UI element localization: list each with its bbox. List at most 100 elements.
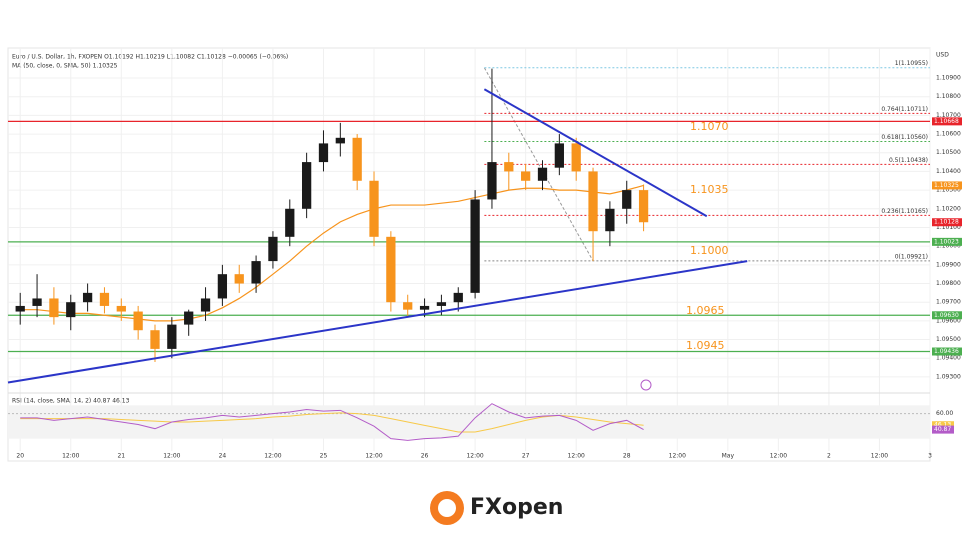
candle-body (453, 292, 463, 303)
x-tick-label: 26 (421, 453, 429, 460)
candle-body (99, 292, 110, 306)
candle-body (318, 143, 329, 163)
candle-body (436, 302, 447, 306)
y-tick-label: 1.10200 (936, 205, 961, 212)
y-tick-label: 1.10500 (936, 149, 961, 156)
x-tick-label: 12:00 (163, 453, 180, 460)
candle-body (335, 137, 345, 144)
candle-body (470, 199, 480, 293)
level-annotation: 1.1000 (690, 244, 729, 257)
logo-emblem-inner (438, 499, 456, 517)
y-tick-label: 1.10800 (936, 93, 961, 100)
price-badge (932, 218, 962, 227)
candle-body (537, 167, 548, 181)
x-tick-label: 12:00 (62, 453, 79, 460)
candle-body (571, 143, 581, 172)
candle-body (66, 302, 76, 318)
candle-body (588, 171, 598, 232)
candle-body (554, 143, 564, 168)
x-tick-label: 12:00 (568, 453, 585, 460)
price-badge (932, 347, 962, 356)
y-tick-label: 1.09700 (936, 299, 961, 306)
candle-body (352, 137, 362, 181)
y-tick-label: 1.10900 (936, 75, 961, 82)
y-tick-label: 1.10600 (936, 131, 961, 138)
candle-body (487, 162, 497, 200)
level-annotation: 1.0945 (686, 339, 725, 352)
ma-line (20, 184, 644, 322)
candle-body (251, 261, 261, 284)
price-badge-label: 1.09630 (934, 312, 959, 319)
price-badge (932, 181, 962, 190)
level-annotation: 1.1070 (690, 120, 729, 133)
fib-label: 1(1.10955) (895, 60, 928, 67)
candle-body (268, 236, 278, 262)
rsi-badge (932, 425, 954, 434)
price-badge-label: 1.09436 (934, 348, 959, 355)
y-tick-label: 1.10400 (936, 168, 961, 175)
fib-label: 0.236(1.10165) (881, 208, 928, 215)
rsi-band (8, 405, 930, 439)
x-tick-label: May (722, 453, 735, 460)
x-tick-label: 12:00 (669, 453, 686, 460)
x-tick-label: 24 (219, 453, 227, 460)
x-tick-label: 21 (117, 453, 125, 460)
y-tick-label: 1.10100 (936, 224, 961, 231)
y-tick-label: 1.09900 (936, 261, 961, 268)
x-tick-label: 3 (928, 453, 932, 460)
x-tick-label: 2 (827, 453, 831, 460)
candle-body (301, 162, 312, 209)
trendline (483, 88, 708, 218)
price-badge-label: 1.10325 (934, 182, 959, 189)
y-tick-label: 1.09500 (936, 336, 961, 343)
candle-body (403, 302, 413, 310)
candle-body (116, 305, 126, 312)
x-tick-label: 25 (320, 453, 328, 460)
rsi-badge (932, 421, 954, 430)
candle-body (82, 292, 93, 303)
price-badge-label: 1.10668 (934, 118, 959, 125)
candle-body (133, 311, 143, 331)
price-badge-label: 1.10128 (934, 219, 959, 226)
candle-body (419, 305, 430, 310)
rsi-line (20, 403, 644, 441)
candle-body (369, 180, 379, 237)
fib-label: 0.618(1.10560) (881, 134, 928, 141)
x-tick-label: 12:00 (264, 453, 281, 460)
price-badge-label: 1.10023 (934, 238, 959, 245)
ma-label: MA (50, close, 0, SMA, 50) 1.10325 (12, 63, 118, 70)
price-badge (932, 311, 962, 320)
candle-body (167, 324, 177, 349)
x-tick-label: 20 (16, 453, 24, 460)
rsi-badge-label: 40.87 (934, 426, 951, 433)
x-tick-label: 12:00 (770, 453, 787, 460)
x-tick-label: 12:00 (466, 453, 483, 460)
candle-body (184, 311, 194, 325)
candle-body (15, 305, 25, 312)
candle-body (32, 298, 42, 306)
candle-body (150, 330, 160, 349)
candle-body (217, 274, 228, 299)
rsi-ma-line (20, 412, 644, 433)
y-tick-label: 1.09600 (936, 317, 961, 324)
fib-label: 0.5(1.10438) (889, 157, 928, 164)
candle-body (49, 298, 59, 318)
trendline (7, 260, 748, 384)
chart-title: Euro / U.S. Dollar, 1h, FXOPEN O1.10192 … (12, 54, 288, 61)
rsi-tick-label: 60.00 (936, 410, 953, 417)
candle-body (285, 208, 295, 237)
candle-body (622, 190, 632, 209)
x-tick-label: 12:00 (365, 453, 382, 460)
fib-label: 0(1.09921) (895, 253, 928, 260)
y-tick-label: 1.09400 (936, 355, 961, 362)
currency: USD (936, 52, 949, 59)
candle-body (234, 274, 244, 284)
price-badge (932, 237, 962, 246)
x-tick-label: 12:00 (871, 453, 888, 460)
level-annotation: 1.1035 (690, 183, 729, 196)
fib-label: 0.764(1.10711) (881, 106, 928, 113)
y-tick-label: 1.10000 (936, 243, 961, 250)
rsi-badge-label: 46.13 (934, 422, 951, 429)
